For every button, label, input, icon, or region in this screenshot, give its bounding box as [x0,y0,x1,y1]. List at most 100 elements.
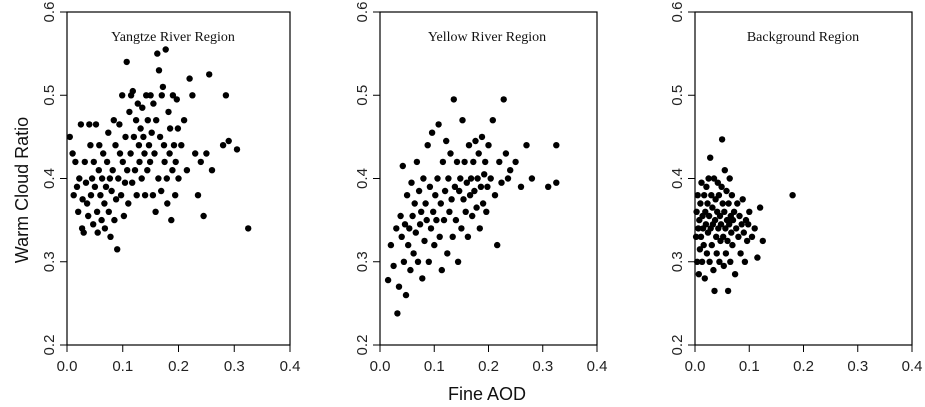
data-point [494,241,501,249]
data-point [470,158,477,166]
data-point [170,142,178,149]
data-point [743,237,751,245]
data-point [153,117,160,124]
data-point [87,192,95,199]
data-point [724,237,731,245]
data-point [112,142,119,149]
data-point [119,92,126,99]
data-point [722,225,729,232]
data-point [425,258,432,265]
data-point [152,208,159,215]
data-point [702,208,709,215]
y-tick-label: 0.4 [354,168,371,189]
data-point [424,142,431,149]
data-point [398,233,405,240]
data-point [713,250,720,257]
data-point [428,129,436,136]
data-point [740,229,747,236]
data-point [487,175,494,182]
data-point [141,192,149,199]
data-point [154,50,161,57]
x-tick-label: 0.0 [685,358,706,375]
data-point [97,192,104,199]
data-point [723,187,730,195]
data-point [206,71,213,78]
data-point [129,179,136,186]
data-point [410,250,417,257]
data-point [125,200,132,207]
data-point [439,158,447,166]
data-point [130,133,138,141]
data-point [730,208,738,215]
data-point [721,167,728,174]
data-point [502,150,510,157]
data-point [155,175,162,182]
data-point [447,150,454,157]
data-point [395,283,403,290]
data-point [122,133,129,141]
data-point [148,129,155,136]
x-tick-label: 0.2 [168,358,189,375]
data-point [694,258,701,265]
data-point [698,258,706,265]
data-point [528,175,536,182]
data-point [147,92,154,99]
data-point [473,204,480,211]
data-point [119,158,127,166]
data-point [105,129,112,136]
data-point [745,221,752,228]
panel-title: Yangtze River Region [111,30,235,45]
data-point [729,216,737,224]
data-point [759,237,766,245]
data-point [394,310,401,317]
data-point [166,125,174,132]
data-point [443,137,450,145]
data-point [714,179,721,186]
data-point [189,92,196,99]
data-point [507,167,514,174]
data-point [126,108,133,116]
data-point [698,179,705,186]
data-point [146,158,154,166]
y-tick-label: 0.3 [41,251,58,272]
data-point [701,275,708,282]
data-point [444,250,451,257]
data-point [387,241,395,249]
data-point [91,183,99,190]
x-tick-label: 0.1 [424,358,445,375]
data-point [138,175,145,182]
data-point [83,200,91,207]
y-tick-label: 0.3 [669,251,686,272]
x-tick-label: 0.4 [587,358,608,375]
data-point [131,167,139,174]
data-point [438,266,445,274]
data-point [733,225,740,232]
data-point [437,200,444,207]
data-point [90,158,98,166]
data-point [738,221,745,228]
data-point [129,87,136,95]
data-point [399,162,406,170]
data-point [433,216,440,224]
data-point [465,142,473,149]
data-point [411,200,418,207]
data-point [697,200,704,207]
data-point [722,250,730,257]
data-point [98,175,106,182]
data-point [88,175,96,182]
data-point [474,175,481,182]
data-point [172,158,179,166]
data-point [384,276,392,284]
data-point [101,225,109,232]
data-point [114,246,121,253]
x-tick-label: 0.2 [793,358,814,375]
data-point [101,200,108,207]
data-point [707,154,714,161]
x-tick-label: 0.2 [478,358,499,375]
data-point [453,158,461,166]
data-point [116,121,123,128]
data-point [461,158,468,166]
data-point [81,158,89,166]
data-point [701,192,708,199]
